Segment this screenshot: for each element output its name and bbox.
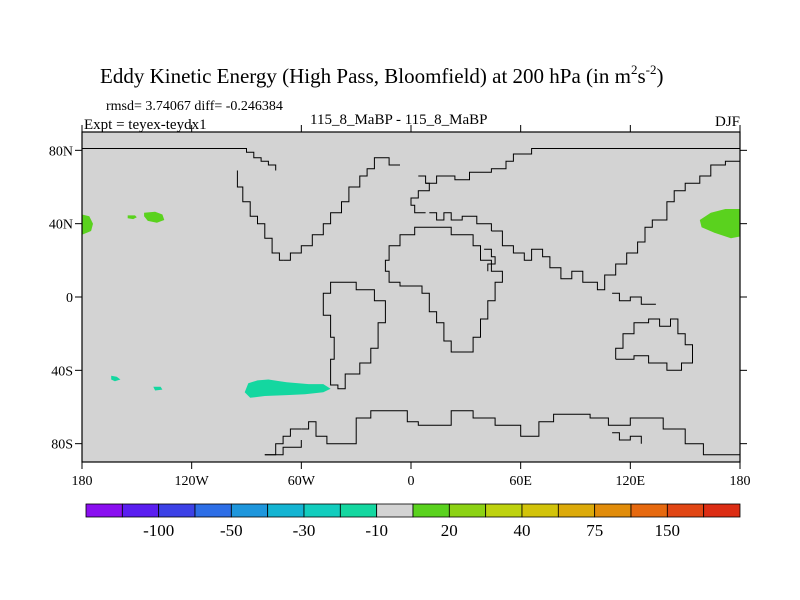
mediterranean-north — [429, 212, 492, 231]
map-axes: 180 120W 60W 0 60E 120E 180 80N 40N 0 40S 80S — [49, 125, 751, 489]
colorbar-label: -30 — [293, 521, 316, 540]
antarctica-west-lobe — [264, 440, 302, 456]
colorbar-box — [303, 503, 341, 518]
expt-label: Expt = teyex-teydx1 — [84, 117, 207, 133]
n-pacific-west-blob — [82, 214, 93, 235]
n-pacific-central-blob — [144, 211, 165, 223]
colorbar-box — [158, 503, 196, 518]
colorbar-box — [448, 503, 487, 518]
colorbar-box — [557, 503, 596, 518]
n-america-east-coast — [283, 157, 400, 261]
colorbar-label: -10 — [365, 521, 388, 540]
red-sea-inlet — [484, 248, 496, 272]
colorbar-box — [485, 503, 523, 518]
x-tick-label: 0 — [408, 474, 415, 489]
colorbar-box — [194, 503, 232, 518]
x-tick-label: 180 — [72, 474, 93, 489]
season-label: DJF — [715, 114, 740, 130]
colorbar-box — [376, 503, 414, 518]
x-tick-label: 60W — [288, 474, 316, 489]
colorbar-box — [412, 503, 450, 518]
colorbar: -100 -50 -30 -10 20 40 75 150 — [85, 503, 741, 540]
arabia-india-coast — [491, 160, 740, 291]
colorbar-box — [594, 503, 632, 518]
y-tick-label: 40N — [49, 218, 73, 233]
y-tick-label: 40S — [51, 364, 73, 379]
colorbar-box — [521, 503, 559, 518]
s-america-coast — [322, 281, 386, 390]
y-tick-label: 80N — [49, 144, 73, 159]
s-pacific-small-blob-1 — [111, 375, 121, 382]
colorbar-label: -100 — [143, 521, 174, 540]
x-tick-label: 120W — [175, 474, 210, 489]
antarctica-peninsula — [264, 428, 302, 456]
colorbar-label: 20 — [441, 521, 458, 540]
colorbar-label: -50 — [220, 521, 243, 540]
n-america-west-coast — [236, 170, 284, 261]
title-sup-neg2: -2 — [646, 62, 657, 77]
se-asia-islands — [612, 292, 656, 305]
colorbar-box — [267, 503, 305, 518]
chart-title: Eddy Kinetic Energy (High Pass, Bloomfie… — [100, 62, 664, 88]
x-tick-label: 180 — [730, 474, 751, 489]
nw-pacific-blob — [699, 209, 740, 239]
colorbar-box — [703, 503, 741, 518]
eurasia-north-coast — [418, 148, 740, 184]
n-pacific-east-blob — [127, 215, 137, 220]
coastlines — [82, 148, 740, 456]
s-pacific-small-blob-2 — [153, 386, 163, 391]
center-label: 115_8_MaBP - 115_8_MaBP — [310, 112, 488, 128]
africa-coast — [384, 226, 503, 353]
stats-label: rmsd= 3.74067 diff= -0.246384 — [106, 99, 283, 114]
europe-west-coast — [410, 182, 430, 214]
antarctica-coast — [301, 410, 740, 456]
x-tick-label: 120E — [616, 474, 646, 489]
anomaly-regions — [82, 209, 740, 398]
s-pacific-large-blob — [244, 379, 331, 398]
title-s: s — [637, 64, 645, 88]
australia-coast — [615, 318, 693, 371]
y-tick-label: 0 — [66, 291, 73, 306]
chart-title-main: Eddy Kinetic Energy (High Pass, Bloomfie… — [100, 64, 631, 88]
colorbar-label: 150 — [655, 521, 681, 540]
n-america-arctic-coast — [82, 148, 277, 171]
colorbar-box — [230, 503, 269, 518]
colorbar-label: 75 — [586, 521, 603, 540]
colorbar-box — [121, 503, 160, 518]
antarctica-bay — [612, 432, 642, 444]
title-sup-2: 2 — [631, 62, 638, 77]
colorbar-box — [339, 503, 378, 518]
title-close-paren: ) — [657, 64, 664, 88]
colorbar-box — [630, 503, 668, 518]
colorbar-label: 40 — [514, 521, 531, 540]
y-tick-label: 80S — [51, 438, 73, 453]
colorbar-box — [85, 503, 123, 518]
colorbar-box — [666, 503, 705, 518]
x-tick-label: 60E — [509, 474, 532, 489]
